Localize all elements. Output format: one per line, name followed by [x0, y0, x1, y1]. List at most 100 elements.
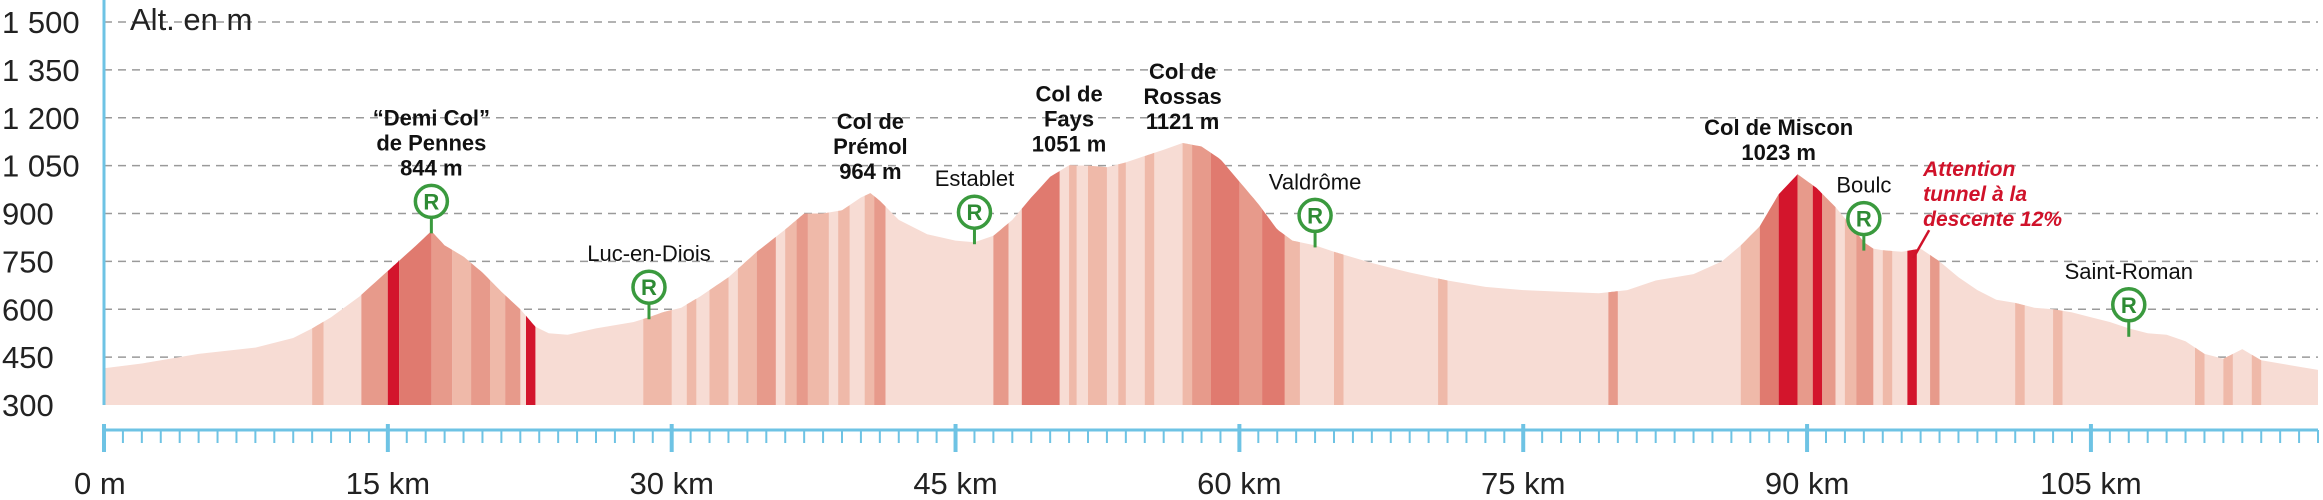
annotation-line: 1121 m — [1146, 109, 1219, 134]
x-tick-label: 15 km — [346, 466, 430, 500]
gradient-band — [1021, 171, 1060, 405]
annotation-establet: R Establet — [935, 166, 1014, 245]
gradient-band — [1192, 144, 1211, 405]
y-tick-label: 900 — [2, 197, 54, 232]
marker-circle — [956, 194, 993, 230]
gradient-band — [1930, 255, 1940, 405]
marker-circle — [2111, 287, 2147, 323]
x-tick-label: 45 km — [913, 466, 997, 500]
gradient-band — [686, 298, 697, 405]
marker-letter: R — [423, 189, 439, 214]
gradient-band — [2251, 354, 2262, 405]
gradient-band — [1182, 143, 1193, 405]
x-tick-label: 105 km — [2040, 466, 2142, 500]
gradient-band — [838, 205, 850, 405]
gradient-band — [1239, 181, 1263, 405]
gradient-band — [505, 295, 521, 405]
gradient-band — [526, 315, 536, 405]
gradient-band — [785, 219, 797, 405]
annotation-line: Col de — [1035, 81, 1102, 106]
annotation-line: 1051 m — [1032, 131, 1107, 156]
marker-circle — [631, 269, 667, 305]
y-axis-label: Alt. en m — [130, 2, 252, 37]
gradient-band — [874, 196, 886, 405]
gradient-band — [1088, 165, 1107, 405]
annotation-line: de Pennes — [376, 130, 486, 155]
x-tick-label: 90 km — [1765, 466, 1849, 500]
y-tick-label: 1 500 — [2, 5, 80, 40]
gradient-band — [1118, 162, 1126, 405]
gradient-band — [1822, 193, 1836, 405]
gradient-band — [993, 223, 1009, 405]
gradient-band — [709, 277, 729, 405]
marker-letter: R — [1856, 207, 1872, 232]
gradient-band — [864, 193, 875, 405]
axes: 0 m 15 km 30 km 45 km 60 km 75 km 90 km 105 km — [74, 0, 2319, 500]
annotation-line: tunnel à la — [1923, 183, 2027, 206]
gradient-band — [756, 236, 776, 405]
gradient-band — [1608, 291, 1618, 405]
annotation-line: Boulc — [1836, 173, 1891, 198]
elevation-profile — [104, 143, 2318, 405]
marker-circle — [1846, 200, 1882, 237]
x-tick-label: 30 km — [629, 466, 713, 500]
gradient-band — [1262, 209, 1285, 405]
gradient-band — [1069, 165, 1077, 405]
gradient-band — [1882, 250, 1893, 405]
gradient-band — [490, 280, 506, 405]
gradient-band — [1438, 278, 1448, 405]
annotation-line: Col de — [1149, 59, 1216, 84]
annotation-line: descente 12% — [1923, 208, 2062, 231]
gradient-band — [2015, 302, 2025, 405]
y-tick-label: 1 050 — [2, 149, 80, 184]
gradient-band — [1759, 194, 1779, 405]
annotation-line: Col de — [837, 109, 904, 134]
gradient-band — [807, 212, 829, 405]
gradient-band — [361, 271, 388, 405]
marker-letter: R — [967, 200, 983, 225]
annotation-line: Col de Miscon — [1704, 115, 1853, 140]
gradient-band — [737, 251, 757, 405]
gradient-band — [1740, 226, 1760, 405]
y-tick-label: 300 — [2, 388, 54, 423]
y-tick-label: 1 350 — [2, 53, 80, 88]
gradient-band — [1797, 174, 1813, 405]
annotation-valdrome: R Valdrôme — [1269, 169, 1362, 248]
annotation-saint-roman: R Saint-Roman — [2065, 259, 2193, 337]
y-tick-label: 750 — [2, 244, 54, 279]
marker-letter: R — [2121, 293, 2137, 318]
annotation-line: Fays — [1044, 106, 1094, 131]
gradient-band — [796, 213, 808, 405]
y-tick-label: 450 — [2, 340, 54, 375]
x-tick-label: 75 km — [1481, 466, 1565, 500]
gradient-band — [471, 263, 490, 405]
annotation-line: Attention — [1922, 158, 2015, 181]
gradient-band — [643, 310, 672, 405]
annotation-line: “Demi Col” — [373, 105, 490, 130]
annotation-line: 844 m — [400, 155, 462, 180]
gradient-band — [1144, 152, 1155, 405]
gradient-band — [1334, 251, 1344, 405]
annotation-line: Saint-Roman — [2065, 259, 2193, 284]
gradient-band — [312, 321, 324, 405]
annotation-line: Valdrôme — [1269, 169, 1362, 194]
warning-pointer — [1912, 229, 1931, 259]
marker-letter: R — [641, 275, 657, 300]
marker-circle — [1297, 197, 1333, 234]
gradient-band — [387, 260, 400, 405]
annotation-line: Rossas — [1143, 84, 1221, 109]
y-tick-label: 600 — [2, 292, 54, 327]
annotation-line: 964 m — [839, 159, 901, 184]
gradient-band — [1211, 152, 1240, 405]
gradient-band — [1284, 235, 1300, 405]
annotation-line: 1023 m — [1741, 140, 1816, 165]
gradient-band — [2195, 347, 2205, 405]
marker-letter: R — [1307, 203, 1323, 228]
